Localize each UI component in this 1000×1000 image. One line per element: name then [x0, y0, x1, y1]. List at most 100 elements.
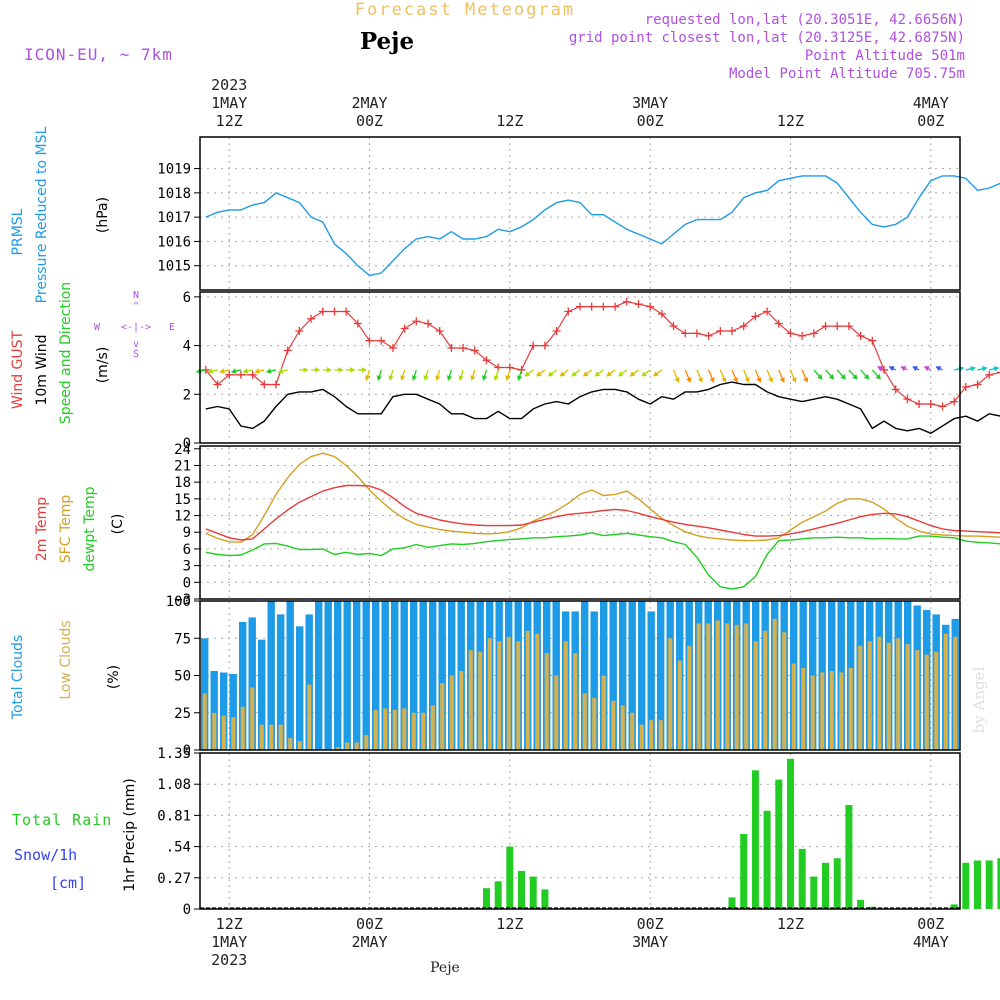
total-clouds-bar	[267, 601, 275, 750]
wind-gust-marker	[903, 395, 912, 404]
wind-arrow-head	[697, 377, 703, 383]
low-clouds-bar	[335, 747, 340, 750]
wind-arrow-head	[970, 366, 976, 372]
total-clouds-bar	[239, 621, 247, 750]
low-clouds-bar	[896, 638, 901, 751]
total-clouds-bar	[286, 601, 294, 750]
top-time-label: 2MAY	[351, 94, 387, 112]
y-tick-label: 0	[183, 743, 191, 759]
wind-arrow-head	[709, 377, 715, 383]
low-clouds-bar	[801, 668, 806, 750]
wind-gust-marker	[891, 385, 900, 394]
rain-bar	[950, 904, 958, 909]
wind-gust-marker	[482, 356, 491, 365]
total-rain-label: Total Rain	[12, 811, 112, 829]
total-clouds-bar	[638, 601, 646, 750]
low-clouds-bar	[487, 638, 492, 751]
wind-arrow-head	[617, 371, 624, 377]
rain-bar	[997, 858, 1000, 909]
bottom-time-label: 12Z	[777, 915, 804, 933]
wind-arrow-head	[802, 377, 809, 383]
low-clouds-bar	[668, 638, 673, 751]
low-clouds-bar	[630, 712, 635, 751]
low-clouds-bar	[525, 630, 530, 750]
wind-gust-marker	[985, 370, 994, 379]
wind-gust-marker	[926, 400, 935, 409]
wind-arrow-head	[517, 375, 523, 381]
low-clouds-bar	[231, 717, 236, 750]
low-clouds-bar	[345, 742, 350, 750]
wind-arrow-head	[219, 368, 225, 374]
wind-arrow-head	[888, 366, 895, 372]
panel-border	[199, 136, 961, 291]
low-clouds-bar	[373, 709, 378, 750]
low-clouds-bar	[905, 644, 910, 750]
wind-gust-marker	[669, 322, 678, 331]
rain-bar	[822, 862, 829, 909]
wind-arrow-head	[423, 375, 429, 381]
low-clouds-bar	[307, 684, 312, 750]
wind-arrow-head	[993, 366, 1000, 372]
total-clouds-bar	[258, 639, 266, 750]
low-clouds-bar	[924, 654, 929, 750]
rain-bar	[751, 770, 759, 909]
pressure-unit: (hPa)	[95, 197, 111, 233]
wind-arrow-head	[606, 371, 612, 377]
wind-gust-marker	[330, 307, 339, 316]
wind-speed-line	[205, 381, 1000, 434]
rain-bar	[728, 897, 736, 909]
wind-arrow-head	[721, 377, 727, 383]
y-tick-label: 2	[183, 387, 191, 403]
wind-arrow-head	[877, 366, 883, 372]
y-tick-label: .54	[166, 840, 191, 856]
y-tick-label: 18	[174, 475, 191, 491]
wind-gust-marker	[950, 397, 959, 406]
rain-bar	[845, 805, 853, 909]
wind-gust-marker	[611, 302, 620, 311]
low-clouds-bar	[696, 623, 701, 750]
wind-gust-marker	[938, 402, 947, 411]
low-clouds-bar	[791, 663, 796, 750]
y-tick-label: 1015	[157, 259, 191, 275]
location-name: Peje	[360, 28, 414, 55]
wind-arrow-head	[338, 367, 344, 373]
y-tick-label: 1.35	[157, 746, 191, 762]
wind-gust-marker	[236, 370, 245, 379]
wind-arrow-head	[400, 375, 406, 381]
wind-unit: (m/s)	[95, 347, 111, 384]
compass-down-arrow: v	[133, 339, 139, 350]
wind-arrow-head	[923, 366, 930, 372]
low-clouds-bar	[554, 675, 559, 750]
wind-gust-marker	[342, 307, 351, 316]
snow-label: Snow/1h	[14, 846, 77, 864]
low-clouds-label: Low Clouds	[58, 620, 74, 699]
compass-south: S	[133, 349, 139, 360]
compass-horizontal: <-|->	[121, 322, 151, 333]
wind-arrow-head	[852, 374, 858, 380]
total-clouds-bar	[400, 601, 408, 750]
low-clouds-bar	[278, 724, 283, 750]
panel-border	[199, 600, 961, 751]
low-clouds-bar	[212, 712, 217, 751]
wind-gust-marker	[213, 380, 222, 389]
wind-arrow-head	[361, 367, 367, 373]
wind-compass-icon: N ^ W <-|-> E v S	[94, 290, 175, 360]
low-clouds-bar	[763, 630, 768, 750]
total-clouds-bar	[381, 601, 389, 750]
low-clouds-bar	[592, 697, 597, 750]
bottom-time-label: 00Z	[637, 915, 664, 933]
footer-location: Peje	[430, 960, 460, 976]
low-clouds-bar	[582, 693, 587, 750]
total-clouds-bar	[362, 601, 370, 750]
y-tick-label: 50	[174, 669, 191, 685]
top-time-label: 00Z	[356, 112, 383, 130]
rain-bar	[974, 860, 981, 909]
wind-arrow-head	[505, 375, 511, 381]
wind-arrow-head	[629, 371, 636, 377]
y-tick-label: −3	[174, 592, 191, 608]
y-tick-label: 0	[183, 902, 191, 918]
pressure-reduced-label: Pressure Reduced to MSL	[34, 126, 50, 303]
y-tick-label: 6	[183, 290, 191, 306]
chart-title: Forecast Meteogram	[355, 0, 575, 20]
rain-bar	[541, 889, 549, 909]
